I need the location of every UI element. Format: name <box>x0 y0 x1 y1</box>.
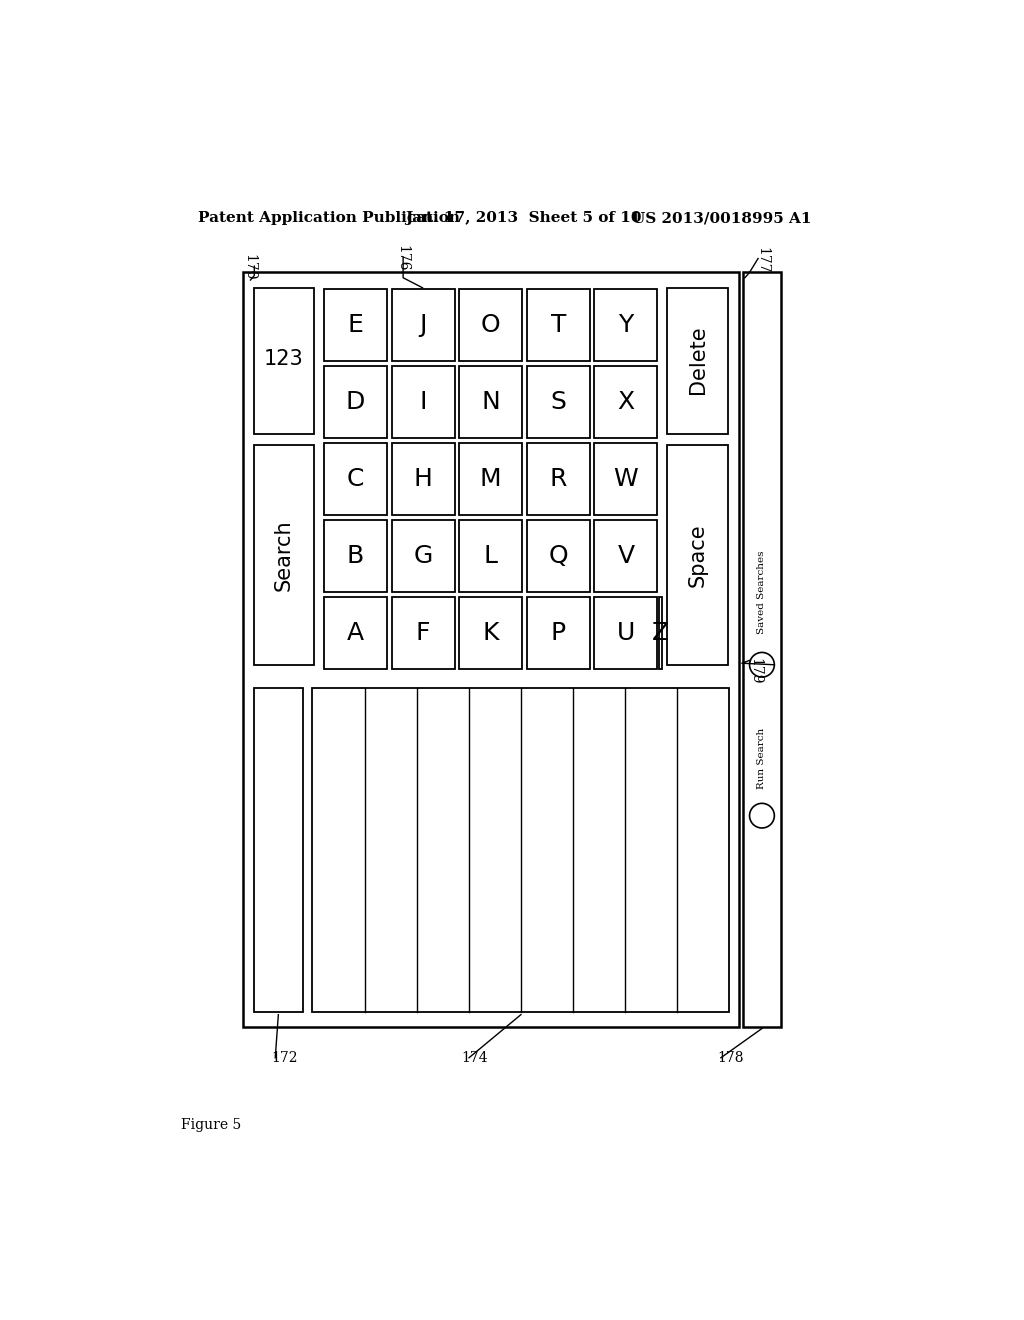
Bar <box>526 366 590 438</box>
Text: Search: Search <box>273 519 294 591</box>
Bar <box>594 520 657 591</box>
Text: 123: 123 <box>264 350 304 370</box>
Text: S: S <box>550 389 566 413</box>
Text: Delete: Delete <box>688 325 708 393</box>
Text: US 2013/0018995 A1: US 2013/0018995 A1 <box>632 211 811 226</box>
Text: I: I <box>420 389 427 413</box>
Text: 177: 177 <box>756 247 770 273</box>
Bar <box>526 520 590 591</box>
Bar <box>668 445 728 665</box>
Text: O: O <box>481 313 501 337</box>
Bar <box>254 445 314 665</box>
Bar <box>324 442 387 515</box>
Text: Z: Z <box>652 620 669 644</box>
Text: Saved Searches: Saved Searches <box>758 550 766 634</box>
Bar <box>391 520 455 591</box>
Bar <box>391 442 455 515</box>
Bar <box>324 520 387 591</box>
Bar <box>312 688 729 1011</box>
Bar <box>324 289 387 360</box>
Bar <box>243 272 738 1027</box>
Text: 174: 174 <box>461 1051 487 1065</box>
Text: N: N <box>481 389 500 413</box>
Text: M: M <box>480 467 502 491</box>
Text: 172: 172 <box>271 1051 298 1065</box>
Bar <box>526 442 590 515</box>
Bar <box>324 366 387 438</box>
Text: C: C <box>347 467 365 491</box>
Bar <box>254 288 314 434</box>
Text: Space: Space <box>688 523 708 587</box>
Text: P: P <box>551 620 566 644</box>
Text: V: V <box>617 544 635 568</box>
Text: E: E <box>347 313 364 337</box>
Bar <box>658 597 662 669</box>
Text: Figure 5: Figure 5 <box>180 1118 241 1131</box>
Bar <box>594 442 657 515</box>
Text: Q: Q <box>549 544 568 568</box>
Text: 170: 170 <box>243 255 257 281</box>
Text: 176: 176 <box>395 246 410 272</box>
Text: W: W <box>613 467 638 491</box>
Bar <box>594 597 657 669</box>
Text: Y: Y <box>618 313 634 337</box>
Bar <box>743 272 780 1027</box>
Bar <box>459 289 522 360</box>
Bar <box>254 688 303 1011</box>
Bar <box>526 289 590 360</box>
Text: G: G <box>414 544 433 568</box>
Text: L: L <box>483 544 498 568</box>
Bar <box>459 597 522 669</box>
Text: K: K <box>482 620 499 644</box>
Bar <box>594 366 657 438</box>
Text: D: D <box>346 389 366 413</box>
Text: 179: 179 <box>748 657 762 684</box>
Bar <box>459 520 522 591</box>
Text: H: H <box>414 467 432 491</box>
Text: J: J <box>420 313 427 337</box>
Text: Patent Application Publication: Patent Application Publication <box>198 211 460 226</box>
Text: 178: 178 <box>717 1051 743 1065</box>
Text: F: F <box>416 620 430 644</box>
Bar <box>391 597 455 669</box>
Text: R: R <box>550 467 567 491</box>
Text: Run Search: Run Search <box>758 727 766 789</box>
Text: T: T <box>551 313 566 337</box>
Bar <box>594 289 657 360</box>
Bar <box>459 442 522 515</box>
Text: X: X <box>617 389 635 413</box>
Text: A: A <box>347 620 365 644</box>
Bar <box>459 366 522 438</box>
Bar <box>391 366 455 438</box>
Text: Jan. 17, 2013  Sheet 5 of 10: Jan. 17, 2013 Sheet 5 of 10 <box>406 211 642 226</box>
Text: B: B <box>347 544 365 568</box>
Bar <box>526 597 590 669</box>
Bar <box>668 288 728 434</box>
Bar <box>324 597 387 669</box>
Text: U: U <box>616 620 635 644</box>
Bar <box>391 289 455 360</box>
